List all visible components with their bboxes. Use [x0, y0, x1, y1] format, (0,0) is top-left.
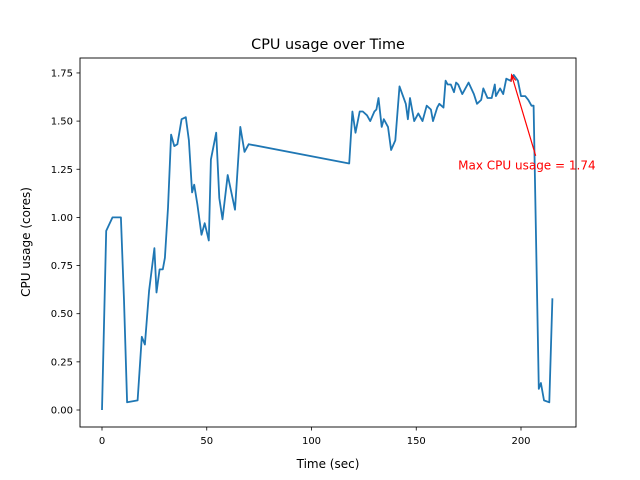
- x-tick-label: 150: [407, 436, 426, 447]
- axes-frame: [79, 57, 577, 428]
- chart-title: CPU usage over Time: [251, 37, 405, 53]
- y-axis-label: CPU usage (cores): [19, 187, 33, 297]
- series-line-cpu-usage: [101, 74, 554, 411]
- x-axis-label: Time (sec): [296, 457, 360, 471]
- y-tick-label: 1.25: [51, 165, 73, 176]
- y-tick-label: 0.00: [51, 406, 73, 417]
- x-tick-label: 0: [99, 436, 105, 447]
- y-tick-label: 1.75: [51, 68, 73, 79]
- y-tick-label: 1.00: [51, 213, 73, 224]
- x-tick-label: 50: [200, 436, 213, 447]
- y-tick-label: 0.50: [51, 309, 73, 320]
- y-tick-label: 0.75: [51, 261, 73, 272]
- annotation-arrowhead: [510, 73, 517, 82]
- annotation-arrow: [510, 74, 537, 156]
- y-tick-label: 0.25: [51, 357, 73, 368]
- y-tick-label: 1.50: [51, 117, 73, 128]
- max-cpu-annotation: Max CPU usage = 1.74: [458, 158, 595, 172]
- x-tick-label: 100: [302, 436, 321, 447]
- x-tick-label: 200: [511, 436, 530, 447]
